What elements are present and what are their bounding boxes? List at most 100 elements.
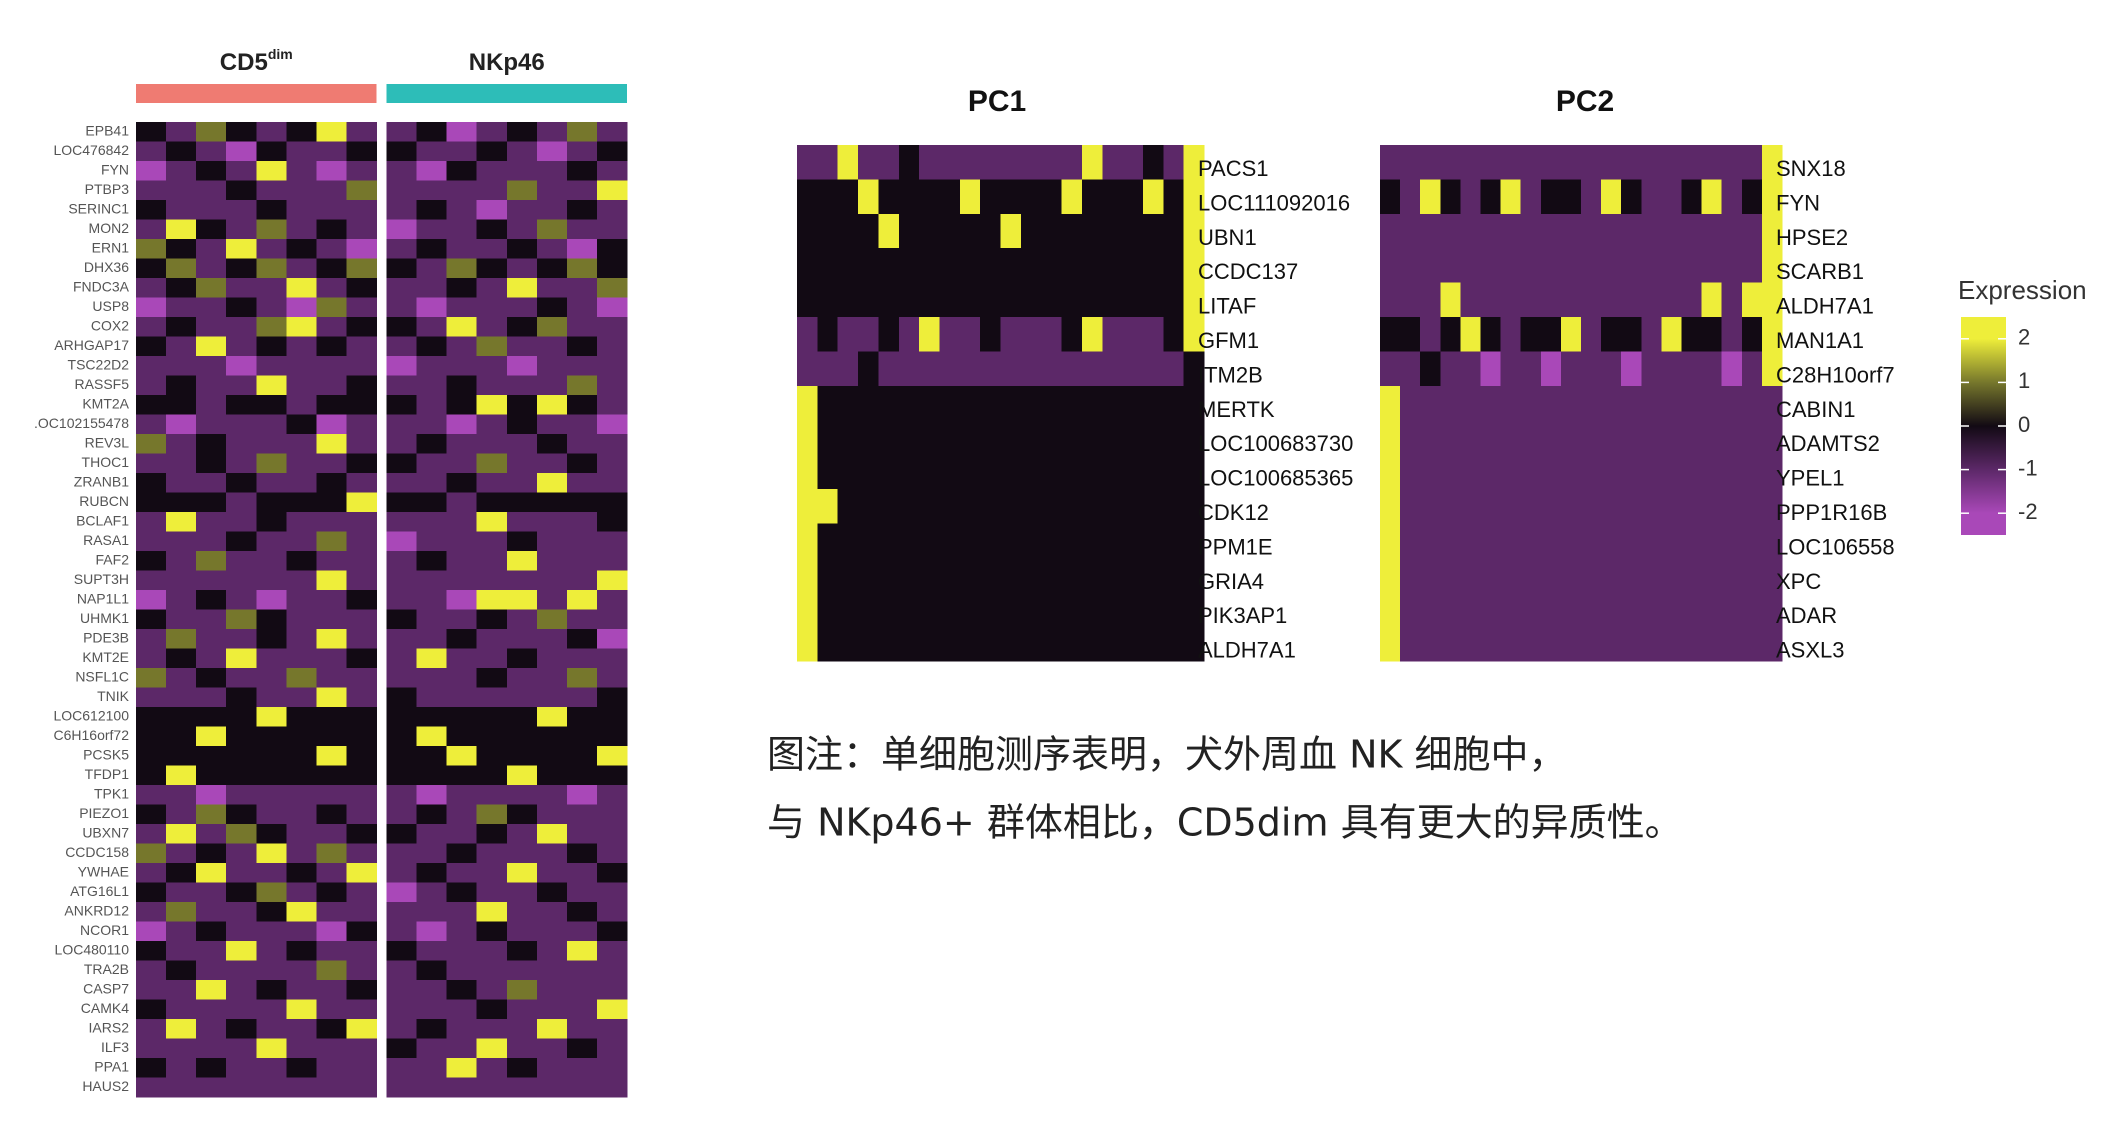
heatmap-cell [919,489,941,524]
heatmap-cell [166,999,197,1020]
heatmap-cell [136,921,167,942]
heatmap-cell [1701,523,1723,559]
heatmap-cell [1163,557,1185,593]
heatmap-cell [386,473,418,494]
heatmap-cell [1102,420,1124,456]
heatmap-cell [1601,351,1622,387]
heatmap-cell [256,336,287,357]
heatmap-cell [596,1038,628,1059]
heatmap-cell [596,1058,628,1079]
heatmap-cell [817,592,839,628]
heatmap-cell [1641,248,1662,284]
heatmap-cell [536,414,568,435]
heatmap-cell [506,1077,538,1098]
heatmap-cell [136,707,167,728]
heatmap-cell [256,278,287,299]
heatmap-cell [536,1058,568,1079]
heatmap-cell [416,726,448,747]
row-label: LOC111092016 [1198,190,1350,215]
row-label: IARS2 [89,1019,130,1035]
heatmap-cell [1000,626,1022,662]
heatmap-cell [136,980,167,1001]
row-label: CCDC137 [1198,259,1298,284]
heatmap-cell [1701,179,1723,215]
heatmap-cell [1000,557,1022,593]
heatmap-cell [386,531,418,552]
heatmap-cell [1380,523,1401,559]
heatmap-cell [1520,282,1542,318]
heatmap-cell [316,980,348,1001]
heatmap-cell [476,648,508,669]
heatmap-cell [1041,282,1063,318]
heatmap-cell [1540,317,1562,352]
row-label: NSFL1C [75,668,129,684]
heatmap-cell [1102,248,1124,284]
heatmap-cell [256,590,287,611]
heatmap-cell [316,863,348,884]
heatmap-cell [196,765,227,786]
heatmap-cell [256,609,287,630]
heatmap-cell [346,668,378,689]
heatmap-cell [1400,489,1421,524]
heatmap-cell [166,590,197,611]
row-label: XPC [1776,569,1821,594]
heatmap-cell [226,278,257,299]
heatmap-cell [286,258,317,279]
colorbar-tick-label: 2 [2018,325,2030,350]
heatmap-cell [536,161,568,182]
heatmap-cell [1142,420,1164,456]
heatmap-cell [1721,248,1743,284]
heatmap-cell [346,629,378,650]
heatmap-cell [1601,179,1622,215]
heatmap-cell [286,122,317,143]
heatmap-cell [536,570,568,591]
heatmap-cell [1661,351,1683,387]
heatmap-cell [286,180,317,201]
heatmap-cell [1500,145,1522,180]
heatmap-cell [446,551,478,572]
heatmap-cell [566,473,598,494]
heatmap-cell [1460,145,1482,180]
heatmap-cell [858,179,879,215]
heatmap-cell [256,902,287,923]
heatmap-cell [1480,351,1502,387]
heatmap-cell [566,1058,598,1079]
heatmap-cell [346,258,378,279]
heatmap-cell [416,161,448,182]
heatmap-cell [346,122,378,143]
heatmap-cell [1621,213,1642,249]
heatmap-cell [196,960,227,981]
heatmap-cell [346,726,378,747]
heatmap-cell [566,960,598,981]
heatmap-cell [919,523,941,559]
heatmap-cell [1061,385,1083,421]
heatmap-cell [386,999,418,1020]
heatmap-cell [196,297,227,318]
heatmap-cell [316,141,348,162]
heatmap-cell [1500,385,1522,421]
heatmap-cell [166,707,197,728]
heatmap-cell [1460,385,1482,421]
heatmap-cell [316,726,348,747]
heatmap-cell [566,122,598,143]
heatmap-cell [316,551,348,572]
heatmap-cell [316,804,348,825]
heatmap-cell [256,317,287,338]
heatmap-cell [1061,248,1083,284]
heatmap-cell [446,941,478,962]
heatmap-cell [980,592,1002,628]
heatmap-cell [386,629,418,650]
heatmap-cell [566,200,598,221]
heatmap-cell [817,626,839,662]
heatmap-cell [1500,489,1522,524]
heatmap-cell [1163,248,1185,284]
heatmap-cell [959,317,981,352]
heatmap-cell [346,1077,378,1098]
heatmap-cell [596,219,628,240]
heatmap-cell [1540,248,1562,284]
heatmap-cell [196,531,227,552]
heatmap-cell [196,317,227,338]
heatmap-cell [226,395,257,416]
heatmap-cell [536,941,568,962]
heatmap-cell [416,863,448,884]
